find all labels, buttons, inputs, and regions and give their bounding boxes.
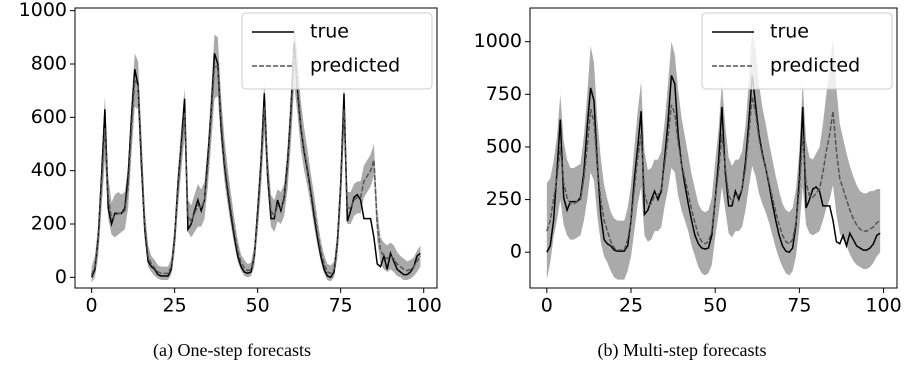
y-tick-label: 400 [31,159,67,181]
x-tick-label: 75 [787,295,811,317]
x-tick-label: 50 [703,295,727,317]
x-tick-label: 25 [163,295,187,317]
axes-frame [529,7,898,289]
caption: (b) Multi-step forecasts [598,340,767,361]
y-tick-label: 800 [31,53,67,75]
y-tick-label: 1000 [474,30,522,52]
series-line [90,53,422,275]
y-tick-label: 500 [486,135,522,157]
y-tick-label: 750 [486,83,522,105]
legend-label: predicted [770,55,860,77]
legend-label: true [770,21,809,43]
axes-frame [74,7,438,289]
series-line [546,96,881,251]
x-tick-label: 100 [865,295,901,317]
y-tick-label: 200 [31,213,67,235]
x-tick-label: 100 [406,295,442,317]
y-tick-label: 600 [31,106,67,128]
x-tick-label: 0 [541,295,553,317]
caption: (a) One-step forecasts [153,340,311,361]
x-tick-label: 25 [619,295,643,317]
y-tick-label: 0 [55,266,67,288]
x-tick-label: 75 [329,295,353,317]
y-tick-label: 250 [486,188,522,210]
legend-label: true [310,21,349,43]
y-tick-label: 1000 [19,0,67,21]
x-tick-label: 50 [246,295,270,317]
y-tick-label: 0 [510,241,522,263]
legend-label: predicted [310,55,400,77]
x-tick-label: 0 [86,295,98,317]
